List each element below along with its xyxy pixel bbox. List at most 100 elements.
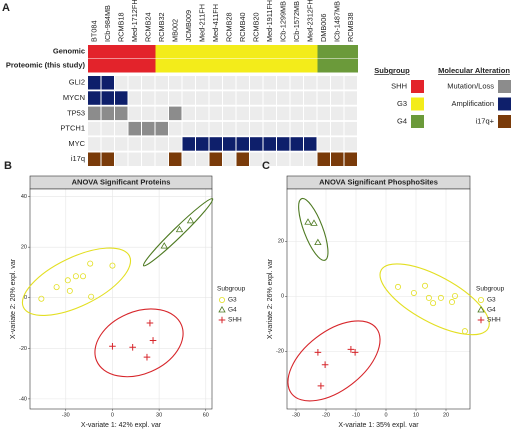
- heatmap-cell: [331, 91, 344, 105]
- heatmap-cell: [169, 91, 182, 105]
- legend-title: Subgroup: [217, 286, 246, 293]
- heatmap-cell: [344, 137, 357, 151]
- heatmap-cell: [155, 106, 168, 121]
- point: [109, 342, 116, 350]
- legend-swatch: [411, 115, 424, 128]
- heatmap-cell: [263, 76, 276, 90]
- heatmap-cell: [223, 91, 236, 105]
- legend-label: G4: [397, 116, 407, 125]
- heatmap-cell: [317, 106, 330, 121]
- heatmap-cell: [236, 137, 249, 151]
- heatmap-cell: [101, 45, 115, 59]
- heatmap-cell: [304, 106, 317, 121]
- point: [351, 349, 359, 356]
- heatmap-cell: [101, 137, 114, 151]
- heatmap-cell: [169, 76, 182, 90]
- point: [186, 216, 195, 224]
- x-tick-label: 20: [443, 412, 449, 418]
- heatmap-cell: [115, 91, 128, 105]
- row-label: MYCN: [63, 93, 85, 102]
- row-label: i17q: [71, 154, 85, 163]
- heatmap-cell: [331, 137, 344, 151]
- heatmap-cell: [128, 59, 142, 73]
- heatmap-cell: [344, 152, 357, 166]
- heatmap-cell: [88, 152, 101, 166]
- heatmap-cell: [182, 45, 196, 59]
- heatmap-cell: [344, 91, 357, 105]
- heatmap-cell: [236, 59, 250, 73]
- heatmap-cell: [263, 152, 276, 166]
- column-label: ICb-984MB: [103, 5, 112, 42]
- heatmap-cell: [223, 45, 237, 59]
- heatmap-cell: [88, 76, 101, 90]
- heatmap-cell: [277, 152, 290, 166]
- heatmap-cell: [277, 91, 290, 105]
- legend-swatch: [498, 97, 511, 111]
- heatmap-cell: [331, 76, 344, 90]
- heatmap-cell: [331, 152, 344, 166]
- heatmap-cell: [290, 137, 303, 151]
- heatmap-cell: [115, 121, 128, 136]
- point: [66, 287, 73, 294]
- heatmap-cell: [88, 106, 101, 121]
- legend-marker: [477, 305, 485, 313]
- heatmap-cell: [290, 106, 303, 121]
- heatmap-cell: [115, 59, 129, 73]
- heatmap-cell: [304, 137, 317, 151]
- legend-marker: [218, 296, 225, 303]
- legend-label: Amplification: [451, 99, 494, 108]
- heatmap-cell: [317, 91, 330, 105]
- y-tick-label: 40: [21, 194, 27, 200]
- heatmap-cell: [169, 106, 182, 121]
- column-label: RCMB40: [238, 12, 247, 42]
- heatmap-cell: [169, 137, 182, 151]
- heatmap-cell: [155, 152, 168, 166]
- plot-border: [29, 188, 213, 410]
- y-tick-label: -20: [276, 349, 284, 355]
- heatmap-cell: [101, 76, 114, 90]
- column-label: Med-1712FH: [130, 0, 139, 42]
- heatmap-cell: [331, 45, 345, 59]
- heatmap-cell: [304, 45, 318, 59]
- legend-label: G3: [228, 297, 237, 304]
- heatmap-cell: [155, 45, 169, 59]
- heatmap-cell: [250, 59, 264, 73]
- point: [425, 294, 432, 301]
- point: [87, 260, 94, 267]
- heatmap-cell: [182, 121, 195, 136]
- column-label: ICb-1487MB: [333, 1, 342, 42]
- x-axis-label: X-variate 1: 35% expl. var: [338, 422, 419, 429]
- heatmap-cell: [128, 76, 141, 90]
- column-label: Med-411FH: [211, 4, 220, 42]
- column-label: RCMB28: [225, 12, 234, 42]
- heatmap-cell: [290, 121, 303, 136]
- point: [143, 353, 151, 361]
- heatmap-cell: [344, 45, 358, 59]
- point: [304, 218, 312, 225]
- heatmap-cell: [223, 106, 236, 121]
- heatmap-cell: [88, 137, 101, 151]
- heatmap-cell: [344, 76, 357, 90]
- confidence-ellipse: [379, 263, 490, 336]
- point: [347, 346, 355, 353]
- heatmap-cell: [277, 106, 290, 121]
- heatmap-cell: [182, 76, 195, 90]
- heatmap-cell: [209, 91, 222, 105]
- y-tick-label: 20: [21, 245, 27, 251]
- heatmap-cell: [304, 152, 317, 166]
- heatmap-cell: [250, 45, 264, 59]
- heatmap-cell: [263, 121, 276, 136]
- heatmap-cell: [331, 106, 344, 121]
- heatmap-cell: [115, 152, 128, 166]
- heatmap-cell: [101, 106, 114, 121]
- point: [314, 349, 322, 356]
- heatmap-cell: [196, 91, 209, 105]
- heatmap-cell: [209, 59, 223, 73]
- heatmap-cell: [317, 76, 330, 90]
- column-label: RCMB32: [157, 12, 166, 42]
- point: [410, 289, 417, 296]
- y-tick-label: -40: [19, 396, 27, 402]
- heatmap-cell: [169, 121, 182, 136]
- legend-label: i17q+: [475, 116, 494, 125]
- plot-border: [286, 188, 471, 410]
